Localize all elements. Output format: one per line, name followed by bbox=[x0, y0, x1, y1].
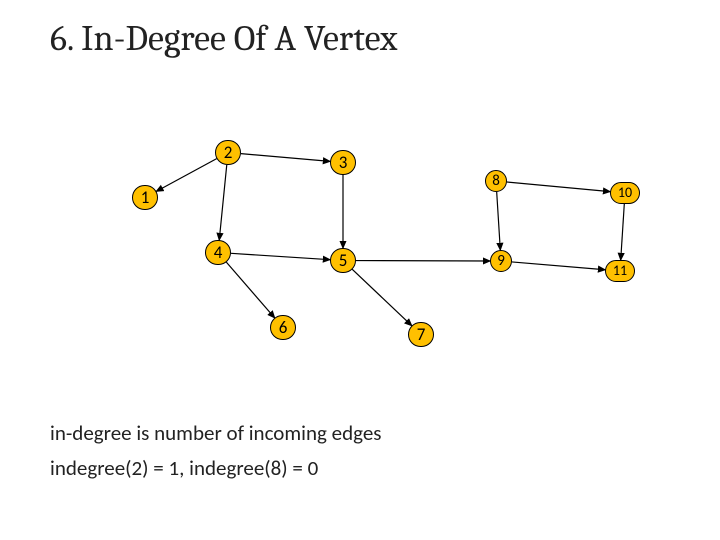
graph-node-5: 5 bbox=[330, 248, 356, 273]
graph-node-8: 8 bbox=[485, 170, 507, 192]
graph-node-7: 7 bbox=[408, 322, 434, 347]
graph-node-9: 9 bbox=[490, 250, 512, 272]
graph-edge-4-6 bbox=[226, 262, 274, 318]
graph-edge-2-3 bbox=[241, 154, 330, 162]
graph-edge-2-4 bbox=[219, 165, 227, 240]
graph-node-label: 9 bbox=[491, 251, 511, 271]
graph-edge-8-9 bbox=[497, 192, 501, 250]
graph-node-11: 11 bbox=[605, 260, 635, 282]
graph-node-label: 11 bbox=[606, 261, 634, 281]
graph-diagram: 1 2 3 4 5 6 7 8 9 10 11 bbox=[0, 90, 720, 390]
graph-edge-4-5 bbox=[231, 253, 330, 259]
graph-node-10: 10 bbox=[610, 182, 640, 204]
caption-line-1: in-degree is number of incoming edges bbox=[50, 420, 382, 446]
graph-node-label: 7 bbox=[409, 323, 433, 346]
graph-node-1: 1 bbox=[132, 185, 158, 210]
graph-node-label: 10 bbox=[611, 183, 639, 203]
graph-edge-5-7 bbox=[352, 269, 411, 325]
slide: 6. In-Degree Of A Vertex 1 2 3 4 5 6 7 8 9 10 11 i… bbox=[0, 0, 720, 540]
graph-node-label: 4 bbox=[206, 241, 230, 264]
graph-node-label: 6 bbox=[271, 316, 295, 339]
graph-edges-svg bbox=[0, 90, 720, 390]
edge-group bbox=[156, 154, 624, 326]
graph-node-3: 3 bbox=[330, 150, 356, 175]
graph-node-label: 3 bbox=[331, 151, 355, 174]
graph-edge-9-11 bbox=[512, 262, 605, 270]
graph-edge-2-1 bbox=[156, 159, 216, 192]
page-title: 6. In-Degree Of A Vertex bbox=[50, 18, 397, 59]
graph-edge-10-11 bbox=[621, 204, 625, 260]
graph-node-2: 2 bbox=[215, 140, 241, 165]
caption-line-2: indegree(2) = 1, indegree(8) = 0 bbox=[50, 455, 318, 481]
graph-node-label: 8 bbox=[486, 171, 506, 191]
graph-node-label: 2 bbox=[216, 141, 240, 164]
graph-node-label: 5 bbox=[331, 249, 355, 272]
graph-edge-8-10 bbox=[507, 182, 610, 192]
graph-node-label: 1 bbox=[133, 186, 157, 209]
graph-node-4: 4 bbox=[205, 240, 231, 265]
graph-node-6: 6 bbox=[270, 315, 296, 340]
